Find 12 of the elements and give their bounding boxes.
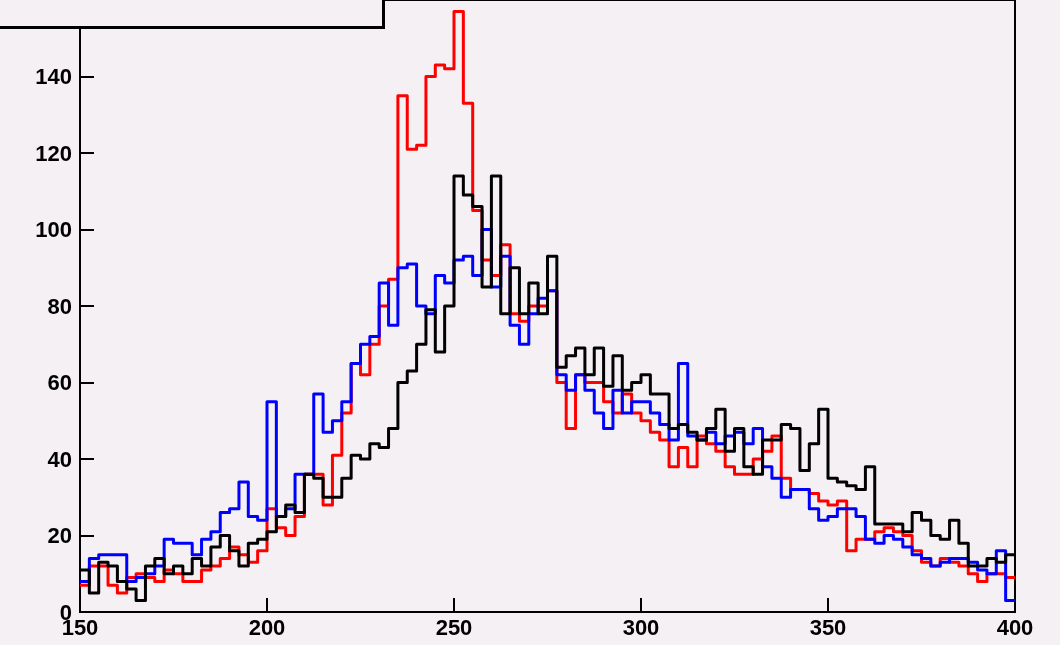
x-tick-label: 300	[622, 614, 660, 640]
y-tick-label: 80	[47, 293, 72, 319]
y-tick-label: 100	[35, 217, 72, 242]
x-tick-label: 350	[809, 614, 847, 640]
x-tick-label: 200	[248, 614, 286, 640]
y-tick-label: 120	[35, 140, 72, 166]
x-tick-label: 250	[435, 614, 473, 640]
y-tick-label: 60	[47, 370, 72, 395]
y-tick-label: 140	[35, 64, 72, 89]
y-tick-label: 20	[47, 523, 72, 548]
x-tick-label: 400	[996, 614, 1034, 640]
y-tick-label: 40	[47, 446, 72, 472]
